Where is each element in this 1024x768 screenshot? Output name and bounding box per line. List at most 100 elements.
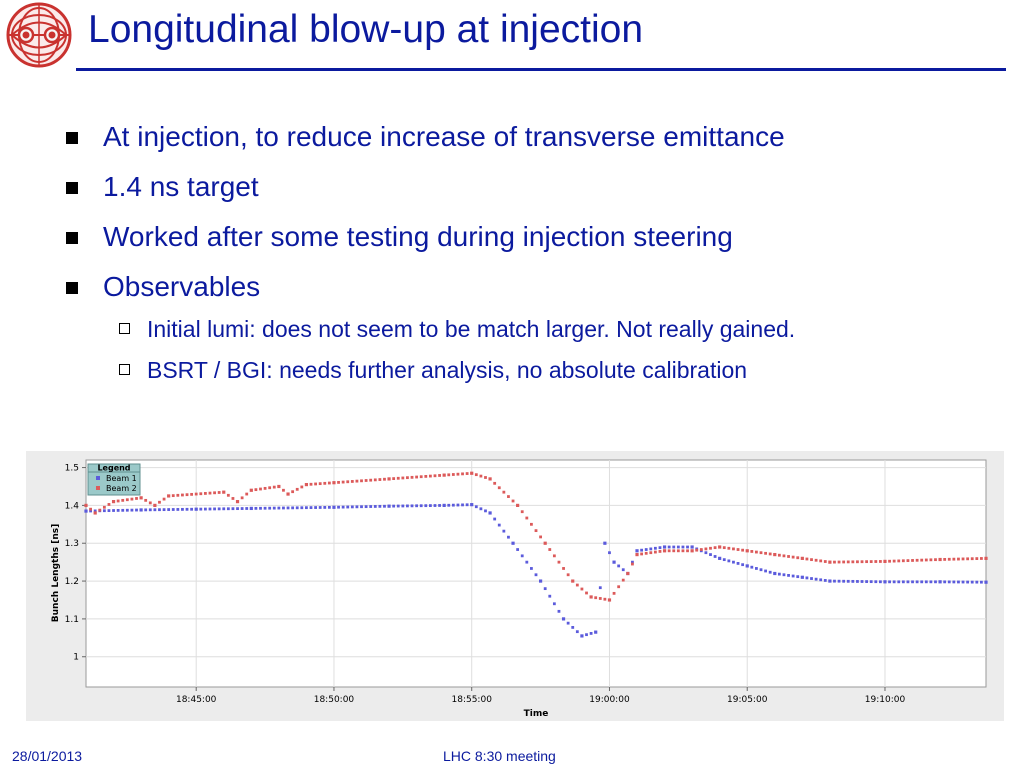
data-point xyxy=(644,548,648,551)
data-point xyxy=(970,580,974,584)
data-point xyxy=(594,630,598,634)
data-point xyxy=(259,487,262,491)
data-point xyxy=(727,559,731,563)
data-point xyxy=(153,508,157,512)
square-bullet-icon xyxy=(66,232,78,244)
data-point xyxy=(263,486,267,490)
data-point xyxy=(736,548,740,551)
data-point xyxy=(631,560,634,564)
data-point xyxy=(530,567,533,570)
data-point xyxy=(488,477,492,481)
data-point xyxy=(415,475,419,479)
x-tick-label: 18:45:00 xyxy=(176,695,217,705)
data-point xyxy=(231,497,235,500)
bullet-text: Worked after some testing during injecti… xyxy=(103,221,733,252)
data-point xyxy=(585,591,588,595)
data-point xyxy=(139,508,143,512)
data-point xyxy=(291,490,295,494)
data-point xyxy=(190,507,194,511)
data-point xyxy=(970,557,974,561)
data-point xyxy=(750,550,754,553)
data-point xyxy=(704,551,708,555)
hollow-square-bullet-icon xyxy=(119,323,130,334)
data-point xyxy=(980,580,983,584)
data-point xyxy=(603,597,607,601)
data-point xyxy=(346,480,350,484)
data-point xyxy=(497,486,501,490)
data-point xyxy=(626,571,630,576)
data-point xyxy=(415,504,419,508)
data-point xyxy=(635,549,639,553)
data-point xyxy=(470,503,474,507)
data-point xyxy=(787,555,790,558)
data-point xyxy=(874,580,878,584)
x-tick-label: 18:55:00 xyxy=(452,695,493,705)
data-point xyxy=(929,558,933,562)
data-point xyxy=(920,580,924,584)
data-point xyxy=(167,494,171,498)
data-point xyxy=(406,504,409,508)
data-point xyxy=(589,595,593,599)
x-axis-label: Time xyxy=(524,709,549,719)
data-point xyxy=(254,506,258,510)
legend-swatch-beam-2 xyxy=(96,486,100,490)
data-point xyxy=(897,580,901,584)
data-point xyxy=(911,559,914,562)
data-point xyxy=(920,558,924,562)
data-point xyxy=(681,549,685,553)
data-point xyxy=(819,559,823,563)
bullet-text: Observables xyxy=(103,271,261,302)
data-point xyxy=(479,507,483,511)
data-point xyxy=(814,577,818,581)
data-point xyxy=(327,505,331,509)
data-point xyxy=(571,579,575,583)
legend-title: Legend xyxy=(97,464,130,473)
data-point xyxy=(89,509,92,513)
title-divider xyxy=(76,68,1006,71)
data-point xyxy=(713,555,717,558)
data-point xyxy=(277,506,281,510)
lhc-logo-icon xyxy=(6,2,72,68)
data-point xyxy=(185,507,189,511)
data-point xyxy=(810,577,813,580)
data-point xyxy=(764,569,767,573)
data-point xyxy=(548,548,552,551)
data-point xyxy=(135,497,138,500)
data-point xyxy=(819,578,823,582)
data-point xyxy=(327,481,331,485)
data-point xyxy=(915,580,919,584)
data-point xyxy=(451,473,455,476)
data-point xyxy=(929,580,933,584)
data-point xyxy=(208,507,212,511)
data-point xyxy=(474,505,478,509)
data-point xyxy=(741,548,745,552)
data-point xyxy=(598,597,602,600)
data-point xyxy=(874,560,878,563)
data-point xyxy=(520,554,524,558)
data-point xyxy=(208,491,212,495)
data-point xyxy=(396,476,400,480)
data-point xyxy=(383,504,386,508)
data-point xyxy=(828,560,832,564)
data-point xyxy=(309,506,313,510)
data-point xyxy=(171,508,175,511)
data-point xyxy=(911,580,914,584)
data-point xyxy=(543,541,547,545)
data-point xyxy=(621,578,625,582)
data-point xyxy=(249,506,253,511)
sub-bullet-item: Initial lumi: does not seem to be match … xyxy=(0,312,795,353)
data-point xyxy=(745,549,749,553)
data-point xyxy=(924,558,928,562)
data-point xyxy=(709,546,712,550)
data-point xyxy=(644,551,648,555)
data-point xyxy=(566,621,570,625)
data-point xyxy=(883,580,887,584)
bunch-length-chart: 18:45:00 18:50:00 18:55:00 19:00:00 19:05:00… xyxy=(26,451,1004,721)
data-point xyxy=(984,580,988,584)
data-point xyxy=(226,507,230,511)
data-point xyxy=(722,546,726,550)
data-point xyxy=(791,555,795,559)
data-point xyxy=(966,557,970,561)
data-point xyxy=(240,507,244,510)
data-point xyxy=(84,503,88,507)
